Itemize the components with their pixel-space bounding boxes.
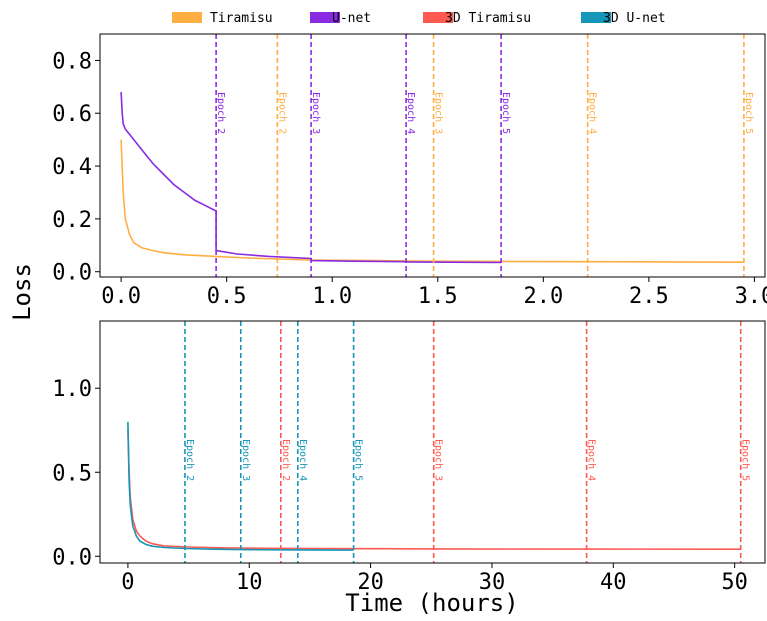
x-tick-label: 1.0 [312,284,352,309]
x-tick-label: 2.0 [523,284,563,309]
x-tick-label: 40 [600,570,627,595]
y-axis-label: Loss [8,263,36,321]
x-axis-label: Time (hours) [345,589,518,617]
series-line [120,92,502,264]
x-tick-label: 20 [357,570,384,595]
epoch-label: Epoch 2 [276,92,287,134]
legend: Tiramisu U-net 3D Tiramisu 3D U-net [172,11,666,26]
legend-label: U-net [332,11,371,26]
x-tick-label: 30 [479,570,506,595]
legend-label: 3D U-net [603,11,666,26]
y-tick-label: 0.4 [52,155,92,180]
epoch-label: Epoch 5 [740,439,751,481]
epoch-label: Epoch 3 [310,92,321,134]
x-tick-label: 10 [236,570,263,595]
y-tick-label: 0.0 [52,545,92,570]
series-line [120,139,744,263]
epoch-label: Epoch 2 [184,439,195,481]
x-tick-label: 3.0 [735,284,767,309]
epoch-label: Epoch 2 [280,439,291,481]
y-tick-label: 0.6 [52,102,92,127]
epoch-label: Epoch 5 [353,439,364,481]
epoch-label: Epoch 3 [433,439,444,481]
legend-swatch [310,12,340,23]
epoch-label: Epoch 4 [297,439,308,481]
epoch-label: Epoch 2 [215,92,226,134]
legend-label: 3D Tiramisu [445,11,531,26]
epoch-label: Epoch 3 [433,92,444,134]
y-tick-label: 0.2 [52,208,92,233]
epoch-label: Epoch 4 [405,92,416,134]
y-tick-label: 0.8 [52,49,92,74]
y-tick-label: 0.5 [52,461,92,486]
x-tick-label: 0 [121,570,134,595]
epoch-label: Epoch 5 [743,92,754,134]
x-tick-label: 2.5 [629,284,669,309]
legend-swatch [172,12,202,23]
plot-frame [99,33,766,278]
series-line [127,421,354,551]
top-panel: Epoch 2 Epoch 2 Epoch 3 Epoch 4 Epoch 3 Epoch… [52,33,767,309]
x-tick-label: 1.5 [418,284,458,309]
legend-swatch [423,12,453,23]
x-tick-label: 0.5 [207,284,247,309]
epoch-label: Epoch 5 [500,92,511,134]
y-tick-label: 0.0 [52,261,92,286]
epoch-label: Epoch 4 [586,439,597,481]
series-line [127,430,741,550]
epoch-label: Epoch 3 [240,439,251,481]
epoch-label: Epoch 4 [587,92,598,134]
y-tick-label: 1.0 [52,377,92,402]
x-tick-label: 0.0 [101,284,141,309]
plot-frame [99,320,766,564]
x-tick-label: 50 [721,570,748,595]
legend-swatch [581,12,611,23]
bottom-panel: Epoch 2 Epoch 3 Epoch 2 Epoch 4 Epoch 5 Epoch… [52,320,766,595]
legend-label: Tiramisu [210,11,273,26]
